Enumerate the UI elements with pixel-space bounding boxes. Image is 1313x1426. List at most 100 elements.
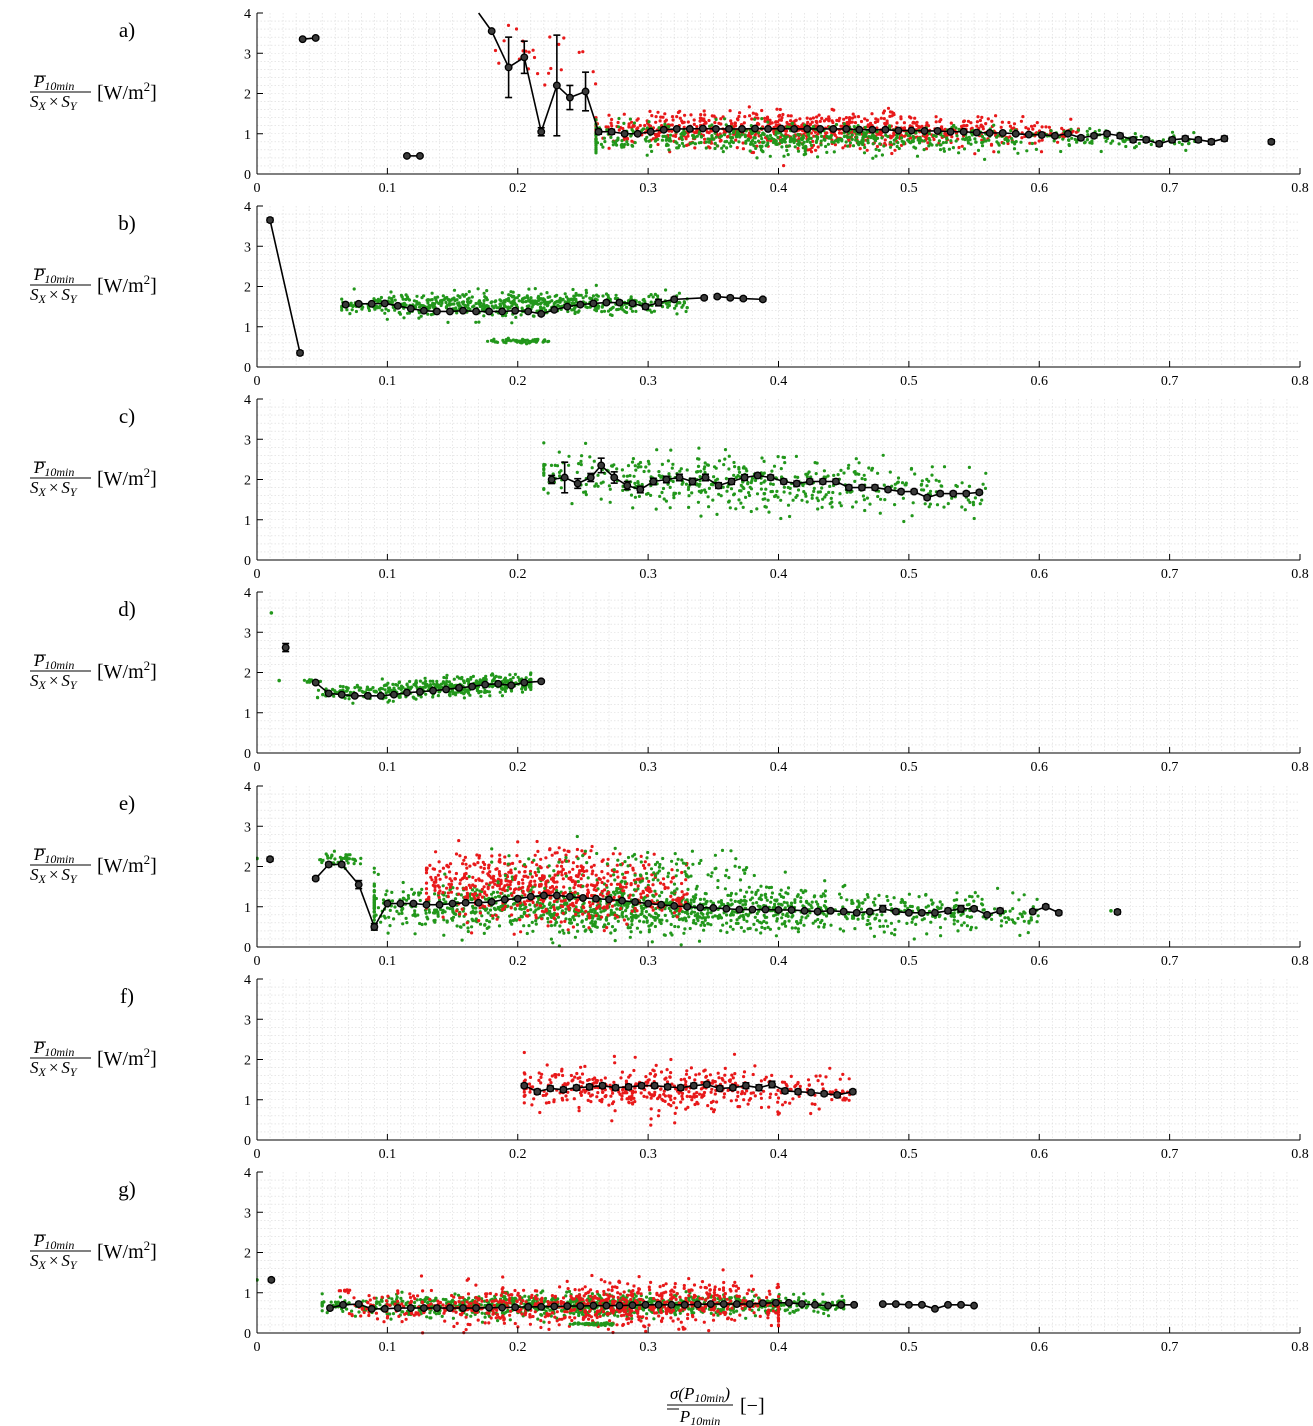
scatter-point-green [444,300,448,305]
scatter-point-green [882,144,886,148]
scatter-point-green [800,136,804,140]
mean-marker [602,298,611,307]
scatter-point-red [743,115,747,119]
mean-marker [751,124,759,133]
scatter-point-green [684,309,688,314]
scatter-point-green [462,696,466,700]
scatter-point-green [682,132,686,137]
scatter-point-green [474,320,478,324]
mean-marker [511,306,520,315]
scatter-point-red [726,134,730,139]
scatter-point-red [1040,125,1044,129]
scatter-point-red [531,48,535,52]
scatter-point-green [430,291,434,295]
mean-marker [641,302,650,311]
scatter-point-green [677,491,681,495]
x-tick-label: 0.3 [639,567,657,582]
scatter-point-red [858,147,862,151]
scatter-point-green [525,304,529,308]
mean-marker [805,477,814,486]
scatter-point-green [606,309,611,313]
scatter-point-green [818,490,823,494]
scatter-point-green [753,478,758,483]
scatter-point-green [389,290,393,294]
scatter-point-green [503,685,507,689]
scatter-point-green [940,484,944,488]
scatter-point-red [698,116,703,120]
scatter-point-green [452,296,456,300]
scatter-point-red [989,142,994,146]
scatter-point-red [980,115,984,119]
scatter-point-green [675,146,679,150]
scatter-point-green [851,144,856,148]
scatter-point-green [614,293,618,297]
scatter-point-green [401,880,405,885]
scatter-point-green [511,902,516,906]
scatter-point-red [776,120,780,124]
scatter-point-green [519,313,523,317]
mean-marker [573,479,582,488]
scatter-point-green [760,117,764,121]
scatter-point-green [776,135,780,140]
scatter-point-green [966,141,971,145]
mean-marker [1090,131,1098,140]
x-tick-label: 0.2 [509,181,527,196]
scatter-point-red [695,125,699,129]
scatter-point-green [1187,142,1191,146]
scatter-point-green [696,918,700,923]
x-tick-label: 0.1 [379,760,397,775]
scatter-point-green [888,470,892,474]
scatter-point-green [698,482,702,486]
x-tick-label: 0.2 [509,760,527,775]
scatter-point-green [947,147,952,151]
x-tick-label: 0.5 [900,181,918,196]
scatter-point-green [865,496,870,500]
scatter-point-green [786,153,790,157]
scatter-point-green [834,122,839,127]
scatter-point-green [769,482,773,486]
panel-letter: b) [118,211,136,235]
scatter-point-green [583,490,588,494]
scatter-point-green [696,470,700,474]
scatter-point-green [755,492,760,496]
mean-marker [311,34,320,42]
scatter-point-green [876,471,880,475]
scatter-point-green [811,125,816,129]
mean-marker [524,307,533,316]
scatter-point-green [685,468,689,472]
mean-marker [459,306,467,315]
scatter-point-green [517,299,521,303]
mean-marker [1181,134,1190,143]
scatter-point-green [432,682,436,686]
scatter-point-green [822,469,827,473]
scatter-point-green [774,493,778,497]
scatter-point-green [974,140,978,144]
scatter-point-green [654,138,658,142]
scatter-point-green [1035,897,1039,902]
scatter-point-green [397,686,401,690]
scatter-point-green [525,338,530,342]
scatter-point-green [781,139,785,144]
scatter-point-green [590,466,594,470]
scatter-point-red [627,125,631,129]
scatter-point-green [703,488,707,492]
scatter-point-green [729,139,733,143]
mean-marker [376,691,385,700]
scatter-point-green [575,470,579,474]
mean-marker [842,124,851,133]
scatter-point-green [415,294,419,298]
scatter-point-red [1008,124,1013,128]
scatter-point-green [766,498,770,502]
mean-marker [649,477,658,486]
scatter-point-green [499,304,503,308]
scatter-point-red [902,121,907,125]
scatter-point-green [1137,141,1141,146]
scatter-point-green [344,685,348,690]
grid [257,206,1300,367]
scatter-point-green [697,446,701,450]
scatter-point-red [650,114,654,118]
scatter-point-green [524,686,528,690]
scatter-point-green [760,456,764,460]
scatter-point-green [918,139,922,144]
